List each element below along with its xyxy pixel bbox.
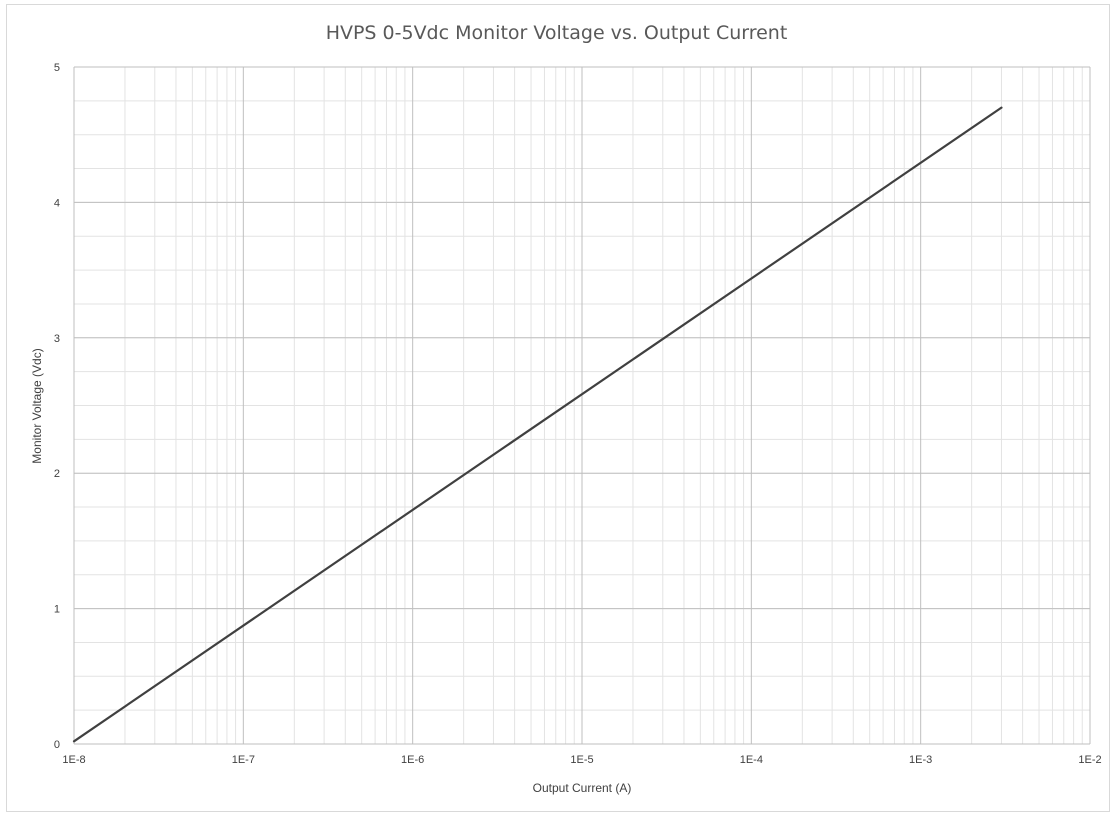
series-line — [72, 106, 1003, 743]
y-tick-label: 0 — [54, 739, 60, 751]
chart-frame — [6, 4, 1110, 812]
y-tick-labels: 0 1 2 3 4 5 — [54, 62, 60, 751]
y-axis-label: Monitor Voltage (Vdc) — [30, 348, 44, 464]
x-tick-label: 1E-3 — [909, 754, 932, 766]
major-gridlines — [73, 66, 1091, 745]
x-tick-label: 1E-5 — [570, 754, 593, 766]
x-tick-label: 1E-4 — [740, 754, 763, 766]
y-tick-label: 2 — [54, 468, 60, 480]
series-lines — [72, 106, 1003, 743]
chart-title: HVPS 0-5Vdc Monitor Voltage vs. Output C… — [325, 22, 788, 44]
y-tick-label: 3 — [54, 333, 60, 345]
x-axis-label: Output Current (A) — [532, 781, 632, 795]
y-tick-label: 1 — [54, 604, 60, 616]
x-tick-labels: 1E-8 1E-7 1E-6 1E-5 1E-4 1E-3 1E-2 — [62, 754, 1101, 766]
x-tick-label: 1E-8 — [62, 754, 85, 766]
x-tick-label: 1E-6 — [401, 754, 424, 766]
x-tick-label: 1E-2 — [1078, 754, 1101, 766]
y-tick-label: 5 — [54, 62, 60, 74]
y-tick-label: 4 — [54, 197, 60, 209]
x-tick-label: 1E-7 — [232, 754, 255, 766]
